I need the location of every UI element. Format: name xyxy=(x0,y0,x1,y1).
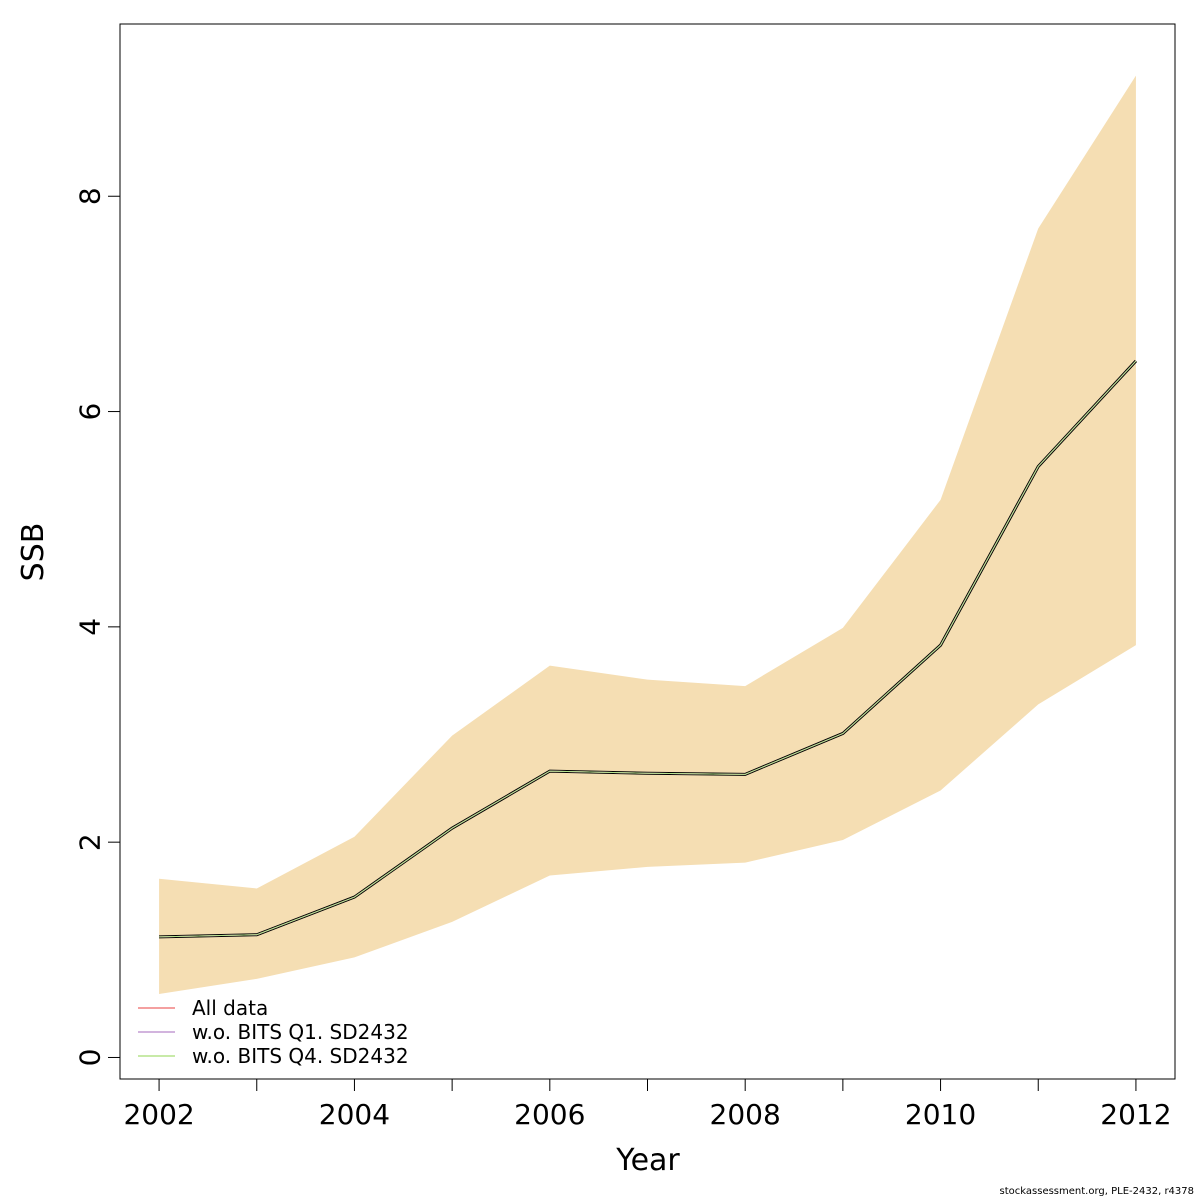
series-layer xyxy=(159,359,1138,939)
confidence-band xyxy=(159,75,1136,994)
y-tick-label: 2 xyxy=(74,833,107,851)
confidence-band-layer xyxy=(159,75,1136,994)
footer-credit: stockassessment.org, PLE-2432, r4378 xyxy=(999,1186,1194,1197)
x-tick-label: 2006 xyxy=(514,1098,585,1131)
y-axis-title: SSB xyxy=(16,523,51,582)
x-tick-label: 2012 xyxy=(1100,1098,1171,1131)
x-tick-label: 2008 xyxy=(710,1098,781,1131)
x-axis: 2002 2004 2006 2008 2010 2012 xyxy=(123,1078,1172,1131)
x-tick-label: 2004 xyxy=(319,1098,390,1131)
legend-label: w.o. BITS Q1. SD2432 xyxy=(192,1020,409,1044)
series-line-3 xyxy=(159,360,1137,938)
y-tick-label: 4 xyxy=(74,618,107,636)
x-tick-label: 2002 xyxy=(123,1098,194,1131)
x-axis-title: Year xyxy=(615,1143,680,1178)
y-tick-label: 6 xyxy=(74,403,107,421)
legend-label: All data xyxy=(192,996,268,1020)
y-tick-label: 0 xyxy=(74,1049,107,1067)
y-axis: 0 2 4 6 8 xyxy=(74,187,121,1066)
y-tick-label: 8 xyxy=(74,187,107,205)
x-tick-label: 2010 xyxy=(905,1098,976,1131)
legend-label: w.o. BITS Q4. SD2432 xyxy=(192,1044,409,1068)
